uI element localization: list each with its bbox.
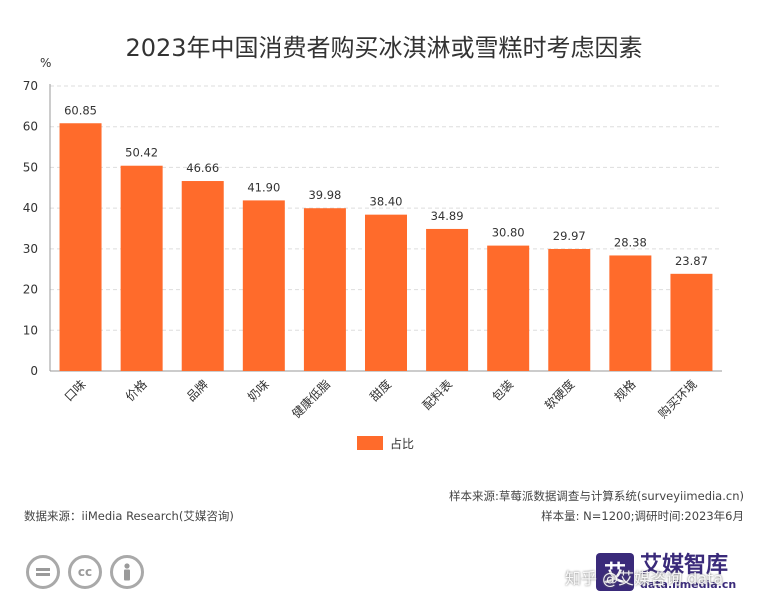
bar bbox=[181, 181, 224, 371]
bar bbox=[426, 228, 469, 371]
y-tick-label: 30 bbox=[23, 242, 38, 256]
x-tick-label: 健康低脂 bbox=[288, 377, 333, 422]
data-source-note: 数据来源：iiMedia Research(艾媒咨询) bbox=[24, 509, 234, 523]
x-tick-label: 价格 bbox=[122, 377, 150, 405]
x-tick-label: 软硬度 bbox=[541, 377, 577, 413]
license-icons: cc bbox=[26, 555, 144, 589]
x-tick-label: 甜度 bbox=[367, 377, 395, 405]
x-tick-label: 奶味 bbox=[245, 377, 272, 404]
x-tick-label: 规格 bbox=[611, 377, 639, 405]
bar bbox=[548, 248, 591, 371]
person-icon bbox=[110, 555, 144, 589]
bar-chart: % 0 10 20 30 40 50 60 70 60.85 口味 50.42 价格 46.66 品牌 41.… bbox=[23, 56, 722, 451]
logo-url: data.iimedia.cn bbox=[640, 577, 737, 591]
bar bbox=[487, 245, 530, 371]
chart-title: 2023年中国消费者购买冰淇淋或雪糕时考虑因素 bbox=[125, 34, 643, 62]
legend-label: 占比 bbox=[390, 436, 414, 451]
data-label: 34.89 bbox=[431, 209, 464, 223]
y-axis-unit: % bbox=[40, 56, 51, 70]
data-label: 50.42 bbox=[125, 146, 158, 160]
bar bbox=[242, 200, 285, 371]
y-tick-label: 0 bbox=[30, 364, 38, 378]
logo-mark: 艾 bbox=[596, 553, 634, 591]
x-tick-label: 配料表 bbox=[420, 377, 455, 412]
y-tick-label: 50 bbox=[23, 160, 38, 174]
data-label: 29.97 bbox=[553, 229, 586, 243]
bar bbox=[365, 214, 407, 371]
x-tick-label: 口味 bbox=[62, 377, 89, 404]
sample-size-note: 样本量: N=1200;调研时间:2023年6月 bbox=[541, 509, 744, 523]
data-label: 23.87 bbox=[675, 254, 708, 268]
y-tick-label: 70 bbox=[23, 79, 38, 93]
bar bbox=[120, 165, 163, 371]
zhihu-watermark: 知乎 @艾媒咨询 data bbox=[565, 569, 724, 588]
bar bbox=[609, 255, 652, 371]
iimedia-logo: 艾 艾媒智库 data.iimedia.cn bbox=[596, 553, 736, 591]
data-label: 60.85 bbox=[64, 103, 97, 117]
y-tick-label: 40 bbox=[23, 201, 38, 215]
legend-swatch bbox=[357, 436, 383, 450]
y-tick-label: 10 bbox=[23, 323, 38, 337]
cc-icon: cc bbox=[68, 555, 102, 589]
logo-name: 艾媒智库 bbox=[640, 552, 729, 578]
bar bbox=[303, 208, 346, 371]
y-tick-label: 20 bbox=[23, 283, 38, 297]
data-label: 30.80 bbox=[492, 226, 525, 240]
data-label: 39.98 bbox=[308, 188, 341, 202]
x-tick-label: 品牌 bbox=[184, 377, 211, 404]
x-tick-label: 购买环境 bbox=[655, 377, 700, 422]
x-tick-label: 包装 bbox=[489, 377, 516, 404]
data-label: 28.38 bbox=[614, 235, 647, 249]
sample-source-note: 样本来源:草莓派数据调查与计算系统(surveyiimedia.cn) bbox=[448, 489, 744, 503]
data-label: 41.90 bbox=[247, 180, 280, 194]
y-tick-label: 60 bbox=[23, 120, 38, 134]
data-label: 38.40 bbox=[370, 195, 403, 209]
bar bbox=[59, 123, 102, 371]
data-label: 46.66 bbox=[186, 161, 219, 175]
bar bbox=[670, 273, 713, 371]
equal-icon bbox=[26, 555, 60, 589]
